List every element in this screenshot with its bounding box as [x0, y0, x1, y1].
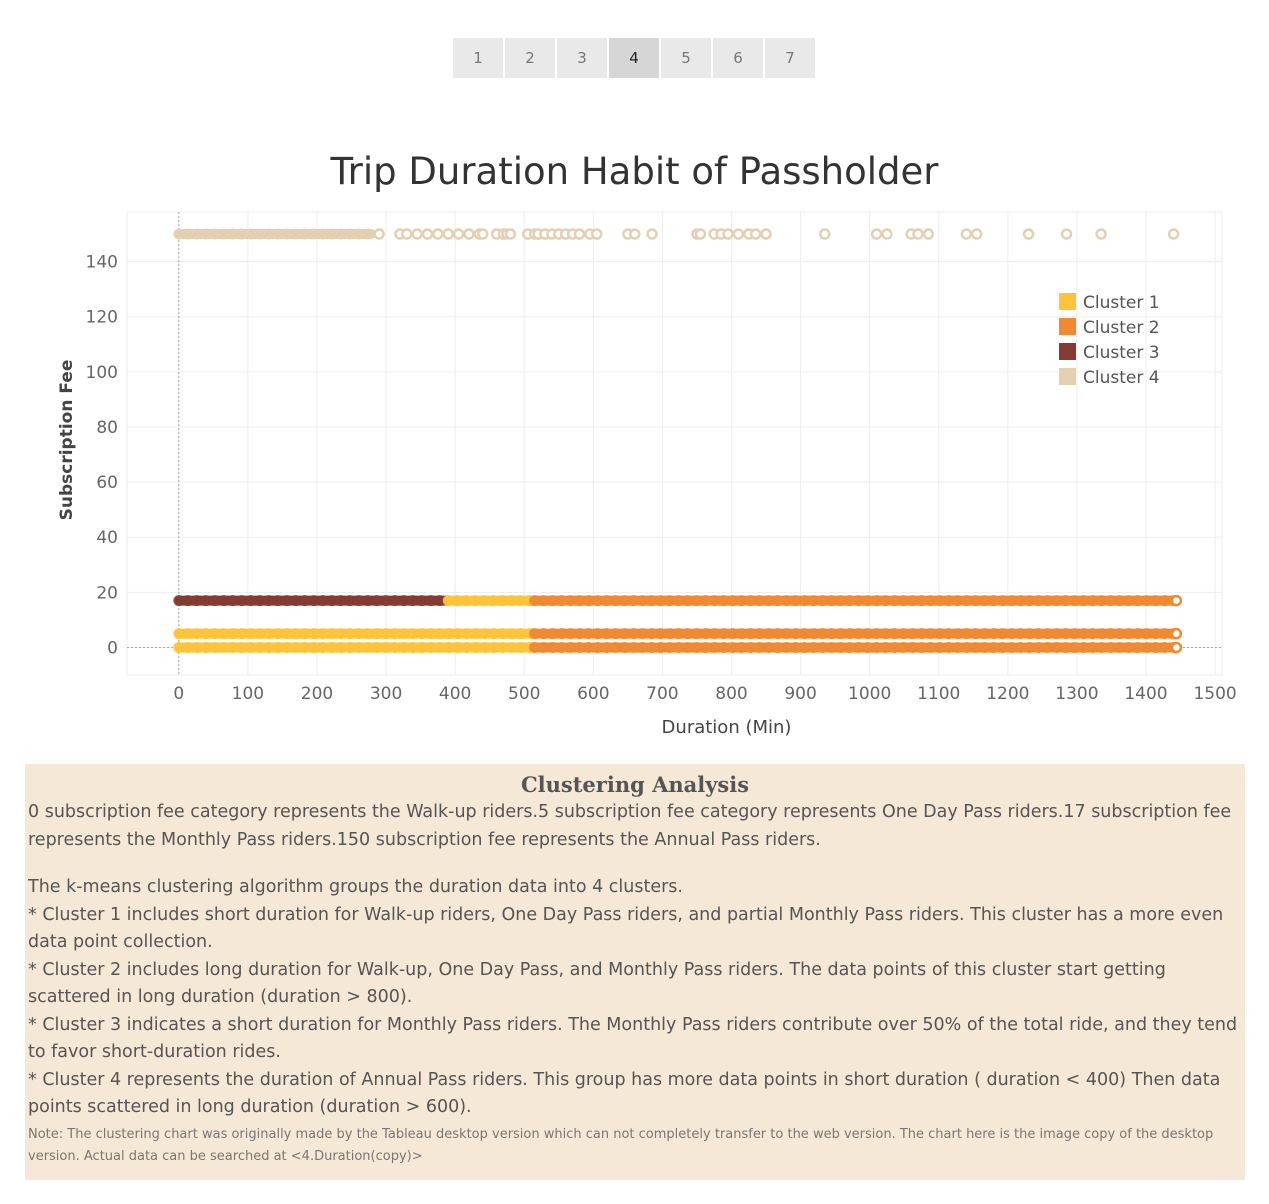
data-point	[1170, 627, 1183, 640]
x-tick-label: 300	[370, 684, 402, 704]
data-point	[421, 228, 434, 240]
data-point	[401, 228, 413, 240]
data-point	[970, 228, 983, 240]
data-point	[694, 228, 707, 240]
data-point	[722, 228, 734, 240]
scatter-chart: 0 100 200 300 400 500 600 700 800 900 1000 1100 1200…	[57, 211, 1237, 738]
data-point	[1167, 228, 1180, 240]
data-point	[432, 228, 444, 240]
analysis-note: Note: The clustering chart was originall…	[28, 1126, 1214, 1164]
x-tick-label: 400	[439, 684, 471, 704]
data-point	[881, 228, 893, 240]
y-tick-label: 40	[96, 528, 118, 548]
x-tick-label: 1500	[1193, 684, 1236, 704]
legend-swatch	[1059, 343, 1076, 360]
x-tick-label: 1200	[986, 684, 1029, 704]
analysis-cluster-4: * Cluster 4 represents the duration of A…	[28, 1069, 1221, 1118]
analysis-paragraph-categories: 0 subscription fee category represents t…	[28, 802, 1232, 850]
page-button-2[interactable]: 2	[505, 38, 555, 78]
analysis-cluster-2: * Cluster 2 includes long duration for W…	[28, 959, 1166, 1008]
data-point	[870, 228, 883, 240]
page-button-6[interactable]: 6	[713, 38, 763, 78]
legend-label: Cluster 3	[1083, 343, 1160, 363]
data-point	[411, 228, 423, 240]
x-tick-label: 700	[646, 684, 678, 704]
data-point	[573, 228, 586, 240]
data-point	[1060, 228, 1073, 240]
legend-label: Cluster 4	[1083, 368, 1160, 388]
x-tick-label: 500	[508, 684, 540, 704]
legend-swatch	[1059, 293, 1076, 310]
x-tick-label: 900	[784, 684, 816, 704]
y-tick-label: 120	[86, 308, 118, 328]
legend-swatch	[1059, 318, 1076, 335]
data-point	[1170, 594, 1183, 607]
data-point	[819, 228, 831, 240]
data-point	[1095, 228, 1107, 240]
page-button-7[interactable]: 7	[765, 38, 815, 78]
y-tick-label: 100	[86, 363, 118, 383]
plot-area	[126, 211, 1223, 676]
data-point	[629, 228, 641, 240]
analysis-cluster-1: * Cluster 1 includes short duration for …	[28, 904, 1224, 953]
clustering-analysis-panel: Clustering Analysis 0 subscription fee c…	[25, 764, 1245, 1180]
data-point	[373, 228, 385, 240]
data-point	[749, 228, 762, 240]
data-point	[922, 228, 935, 240]
x-axis-label: Duration (Min)	[662, 717, 792, 738]
x-tick-label: 1000	[848, 684, 891, 704]
y-tick-label: 20	[96, 583, 118, 603]
y-tick-label: 0	[107, 638, 118, 658]
y-tick-label: 140	[86, 253, 118, 273]
data-point	[1022, 228, 1035, 240]
x-tick-label: 0	[173, 684, 184, 704]
x-tick-label: 800	[715, 684, 747, 704]
data-point	[362, 228, 374, 240]
legend-swatch	[1059, 368, 1076, 385]
page-button-5[interactable]: 5	[661, 38, 711, 78]
y-tick-label: 60	[96, 473, 118, 493]
x-tick-label: 1400	[1124, 684, 1167, 704]
y-axis-label: Subscription Fee	[57, 360, 77, 521]
data-point	[960, 228, 973, 240]
x-tick-label: 600	[577, 684, 609, 704]
x-tick-label: 200	[301, 684, 333, 704]
data-point	[646, 228, 658, 240]
legend-label: Cluster 2	[1083, 318, 1160, 338]
page-button-1[interactable]: 1	[453, 38, 503, 78]
page-button-4[interactable]: 4	[609, 38, 659, 78]
data-point	[591, 228, 603, 240]
analysis-heading: Clustering Analysis	[520, 772, 750, 797]
data-point	[442, 228, 454, 240]
x-tick-label: 1100	[917, 684, 960, 704]
x-tick-label: 100	[232, 684, 264, 704]
chart-title: Trip Duration Habit of Passholder	[330, 150, 939, 193]
data-point	[1170, 641, 1183, 654]
x-tick-label: 1300	[1055, 684, 1098, 704]
data-point	[477, 228, 489, 240]
legend-label: Cluster 1	[1083, 293, 1160, 313]
data-point	[504, 228, 517, 240]
data-point	[732, 228, 745, 240]
data-point	[452, 228, 465, 240]
page-button-3[interactable]: 3	[557, 38, 607, 78]
data-point	[912, 228, 924, 240]
y-tick-label: 80	[96, 418, 118, 438]
data-point	[463, 228, 475, 240]
analysis-intro: The k-means clustering algorithm groups …	[28, 877, 683, 897]
analysis-cluster-3: * Cluster 3 indicates a short duration f…	[28, 1014, 1238, 1063]
data-point	[760, 228, 772, 240]
